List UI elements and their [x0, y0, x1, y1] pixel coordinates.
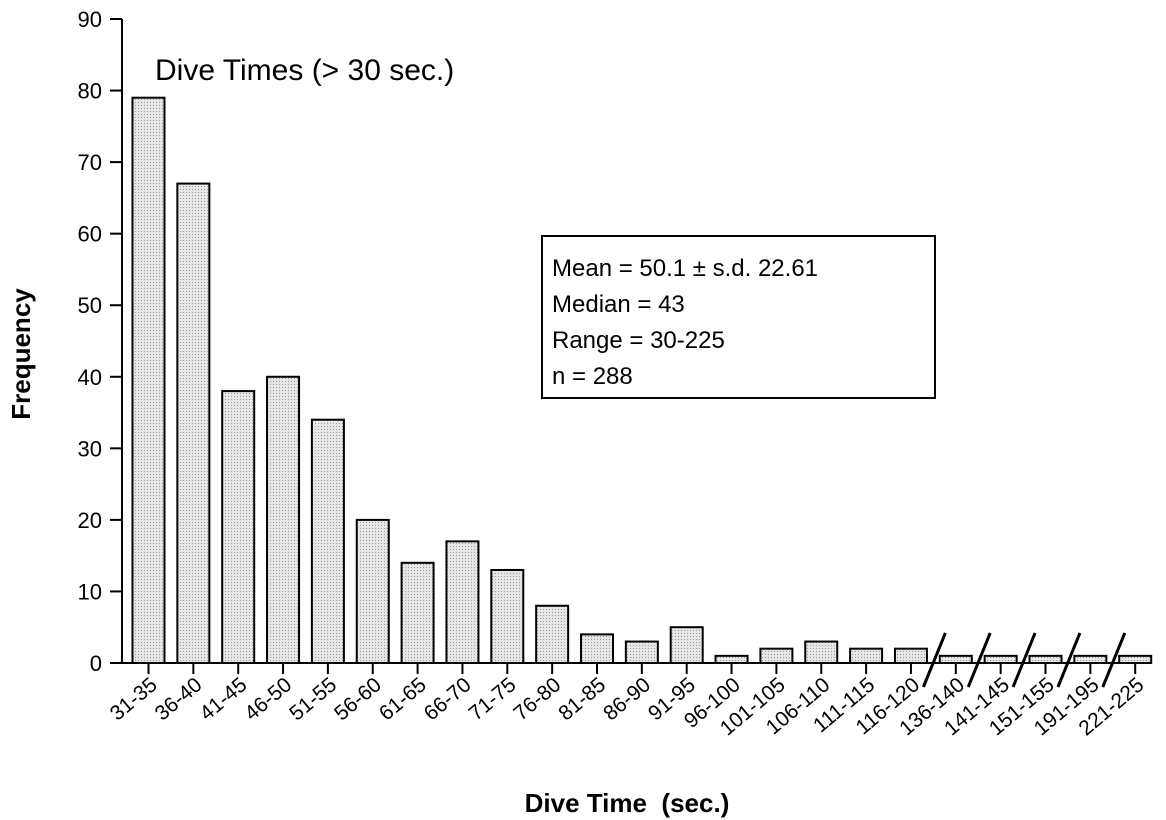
y-tick-label: 0	[90, 651, 102, 676]
chart-title: Dive Times (> 30 sec.)	[155, 54, 454, 87]
y-tick-label: 70	[78, 150, 102, 175]
bar	[490, 568, 525, 665]
y-axis-ticks: 0 10 20 30 40 50 60 70 80 90	[78, 7, 122, 676]
bar	[983, 654, 1018, 664]
bar	[266, 375, 301, 664]
bar	[1073, 654, 1108, 664]
y-tick-label: 60	[78, 222, 102, 247]
bar	[669, 626, 704, 665]
stats-box: Mean = 50.1 ± s.d. 22.61 Median = 43 Ran…	[541, 235, 936, 399]
bar	[355, 518, 390, 665]
x-tick-label: 86-90	[599, 673, 655, 725]
y-tick-label: 30	[78, 436, 102, 461]
x-tick-label: 36-40	[151, 673, 207, 725]
bar	[535, 604, 570, 664]
x-tick-label: 41-45	[195, 673, 251, 725]
axis-break-mark	[1011, 632, 1037, 688]
x-tick-label: 56-60	[330, 673, 386, 725]
bar	[400, 561, 435, 664]
x-tick-label: 61-65	[375, 673, 431, 725]
y-tick-label: 20	[78, 508, 102, 533]
y-tick-label: 90	[78, 7, 102, 32]
x-tick-label: 81-85	[554, 673, 610, 725]
y-axis-label: Frequency	[6, 288, 36, 420]
y-tick-label: 40	[78, 365, 102, 390]
bar	[804, 640, 839, 664]
x-tick-label: 46-50	[240, 673, 296, 725]
y-tick-label: 80	[78, 79, 102, 104]
stat-median: Median = 43	[552, 291, 685, 318]
axis-break-marks	[921, 632, 1127, 688]
stat-mean: Mean = 50.1 ± s.d. 22.61	[552, 255, 818, 282]
y-tick-label: 10	[78, 579, 102, 604]
bar	[849, 647, 884, 665]
y-tick-label: 50	[78, 293, 102, 318]
axis-break-mark	[966, 632, 992, 688]
axis-break-mark	[1101, 632, 1127, 688]
bar	[759, 647, 794, 665]
bar	[893, 647, 928, 665]
x-tick-label: 51-55	[285, 673, 341, 725]
bar	[445, 540, 480, 664]
axis-break-mark	[921, 632, 947, 688]
bar	[938, 654, 973, 664]
bar	[714, 654, 749, 664]
x-tick-label: 66-70	[420, 673, 476, 725]
axis-break-mark	[1056, 632, 1082, 688]
bar	[1028, 654, 1063, 664]
bar	[131, 96, 166, 664]
x-tick-label: 31-35	[106, 673, 162, 725]
stat-range: Range = 30-225	[552, 327, 725, 354]
stat-n: n = 288	[552, 363, 633, 390]
x-axis-label: Dive Time (sec.)	[525, 788, 730, 818]
bar	[176, 182, 211, 664]
x-axis-ticks: 31-3536-4041-4546-5051-5556-6061-6566-70…	[106, 663, 1148, 740]
bar	[310, 418, 345, 665]
bar	[580, 633, 614, 665]
x-tick-label: 71-75	[465, 673, 521, 725]
x-tick-label: 76-80	[509, 673, 565, 725]
bar	[1118, 654, 1153, 664]
bar	[624, 640, 659, 664]
bar	[221, 390, 256, 664]
